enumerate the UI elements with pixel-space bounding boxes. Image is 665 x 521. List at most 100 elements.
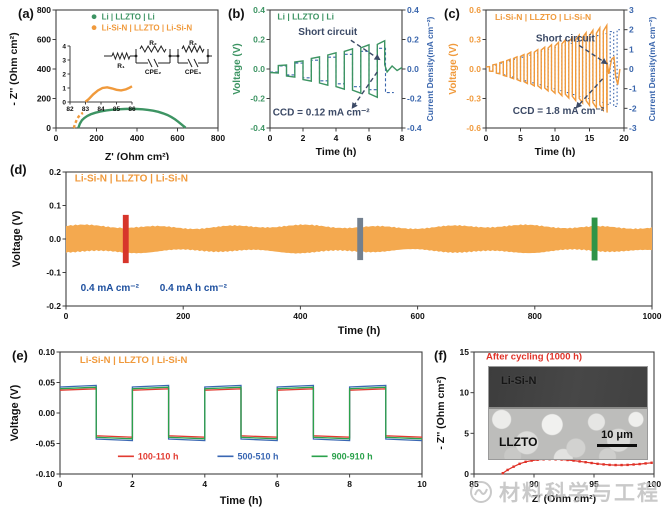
voltage-trace	[485, 22, 621, 113]
annotation-1: CCD = 1.8 mA cm⁻²	[513, 106, 605, 117]
svg-text:-3: -3	[629, 123, 637, 133]
watermark: 材料科学与工程	[468, 477, 660, 507]
a-legend-label: Li | LLZTO | Li	[102, 13, 155, 22]
d-xaxis-label: Time (h)	[338, 325, 381, 337]
svg-text:0.6: 0.6	[469, 5, 481, 15]
e-legend-1: 500-510 h	[237, 451, 278, 461]
svg-text:-0.1: -0.1	[46, 268, 61, 278]
svg-text:0.1: 0.1	[49, 201, 61, 211]
f-data-point	[530, 459, 533, 462]
f-data-point	[650, 461, 653, 464]
d-cell-title: Li-Si-N | LLZTO | Li-Si-N	[75, 173, 188, 184]
svg-text:0.4: 0.4	[253, 5, 265, 15]
svg-text:95: 95	[589, 479, 599, 489]
svg-text:400: 400	[130, 133, 144, 143]
f-data-point	[584, 461, 587, 464]
svg-text:0.0: 0.0	[49, 234, 61, 244]
interval-marker-1	[357, 217, 364, 261]
e-legend-2: 900-910 h	[332, 451, 373, 461]
circuit-cpe3-label: CPE₃	[185, 69, 201, 76]
interval-marker-2	[591, 217, 598, 261]
svg-text:3: 3	[62, 58, 66, 65]
svg-text:86: 86	[128, 106, 136, 113]
nyquist-chart-pristine: 0 200 400 600 800 0 200 400 600 800 Z' (Ohm cm²) - …	[8, 5, 225, 160]
x-axis-label: Time (h)	[535, 146, 576, 158]
f-data-point	[512, 465, 515, 468]
panel-c-ccd-lisin: (c) 0 5 10 15 20 0.6 0.3 0.0 -0.3 -0.6 3 2 1 0 -1 -2 -3 T…	[442, 2, 664, 160]
f-data-point	[620, 463, 623, 467]
a-series-0	[77, 107, 187, 129]
svg-text:2: 2	[301, 133, 306, 143]
current-axis-label: Current Density(mA cm⁻²)	[425, 16, 435, 121]
svg-text:-0.05: -0.05	[36, 439, 56, 449]
svg-text:-0.10: -0.10	[36, 469, 56, 479]
f-data-point	[572, 459, 575, 462]
d-rate-label-0: 0.4 mA cm⁻²	[81, 283, 140, 294]
svg-text:0: 0	[484, 133, 489, 143]
panel-e-letter: (e)	[12, 348, 28, 363]
a-legend-dot	[91, 14, 97, 20]
svg-text:5: 5	[518, 133, 523, 143]
e-series-2	[59, 386, 423, 440]
svg-text:6: 6	[275, 479, 280, 489]
f-data-point	[566, 458, 569, 462]
svg-text:-2: -2	[629, 103, 637, 113]
d-rate-label-1: 0.4 mA h cm⁻²	[160, 283, 228, 294]
f-data-point	[596, 462, 599, 466]
panel-a-letter: (a)	[18, 6, 34, 21]
svg-text:20: 20	[619, 133, 629, 143]
circuit-r1	[111, 51, 131, 61]
svg-text:0.0: 0.0	[253, 64, 265, 74]
svg-text:10: 10	[550, 133, 560, 143]
d-yaxis-label: Voltage (V)	[11, 210, 23, 267]
f-yaxis-label: - Z'' (Ohm cm²)	[435, 376, 447, 449]
panel-d-letter: (d)	[10, 162, 27, 177]
arrowhead	[351, 102, 358, 109]
plot-frame	[473, 351, 655, 475]
svg-text:0.2: 0.2	[49, 167, 61, 177]
e-cell-title: Li-Si-N | LLZTO | Li-Si-N	[80, 355, 188, 366]
svg-text:83: 83	[82, 106, 90, 113]
watermark-logo-icon	[470, 481, 492, 503]
svg-text:-0.3: -0.3	[466, 94, 481, 104]
svg-text:400: 400	[37, 64, 51, 74]
f-data-point	[506, 468, 509, 472]
svg-text:0: 0	[464, 469, 469, 479]
f-xaxis-label: Z' (Ohm cm²)	[532, 493, 596, 505]
svg-text:0.00: 0.00	[38, 408, 55, 418]
svg-text:10: 10	[460, 388, 470, 398]
svg-text:5: 5	[464, 428, 469, 438]
f-data-point	[632, 463, 635, 466]
svg-text:0.4: 0.4	[407, 5, 419, 15]
svg-text:600: 600	[170, 133, 184, 143]
annotation-0: Short circuit	[298, 27, 358, 38]
svg-text:0.10: 0.10	[38, 347, 55, 357]
f-after-cycling-label: After cycling (1000 h)	[486, 351, 582, 362]
svg-text:6: 6	[367, 133, 372, 143]
svg-text:600: 600	[37, 35, 51, 45]
a-legend-label: Li-Si-N | LLZTO | Li-Si-N	[102, 24, 193, 33]
circuit-r2-label: R₂	[149, 40, 157, 47]
svg-text:-0.4: -0.4	[250, 123, 265, 133]
svg-text:82: 82	[66, 106, 74, 113]
svg-text:15: 15	[585, 133, 595, 143]
f-data-point	[524, 460, 527, 463]
svg-text:-0.2: -0.2	[250, 94, 265, 104]
sem-llzto-layer: LLZTO 10 μm	[489, 407, 647, 459]
svg-text:3: 3	[629, 5, 634, 15]
arrowhead	[373, 54, 381, 61]
svg-text:200: 200	[176, 311, 190, 321]
panel-a-nyquist-pristine: (a) 0 200 400 600 800 0 200 400 600 800 Z' (Ohm cm…	[4, 2, 226, 160]
svg-text:8: 8	[347, 479, 352, 489]
svg-text:0: 0	[629, 64, 634, 74]
arrowhead	[600, 58, 608, 65]
voltage-axis-label: Voltage (V)	[448, 43, 459, 94]
svg-text:800: 800	[37, 5, 51, 15]
panel-c-letter: (c)	[444, 6, 460, 21]
svg-text:-1: -1	[629, 84, 637, 94]
svg-text:0: 0	[58, 479, 63, 489]
f-data-point	[614, 463, 617, 467]
svg-text:8: 8	[400, 133, 405, 143]
a-series-1	[72, 111, 84, 129]
